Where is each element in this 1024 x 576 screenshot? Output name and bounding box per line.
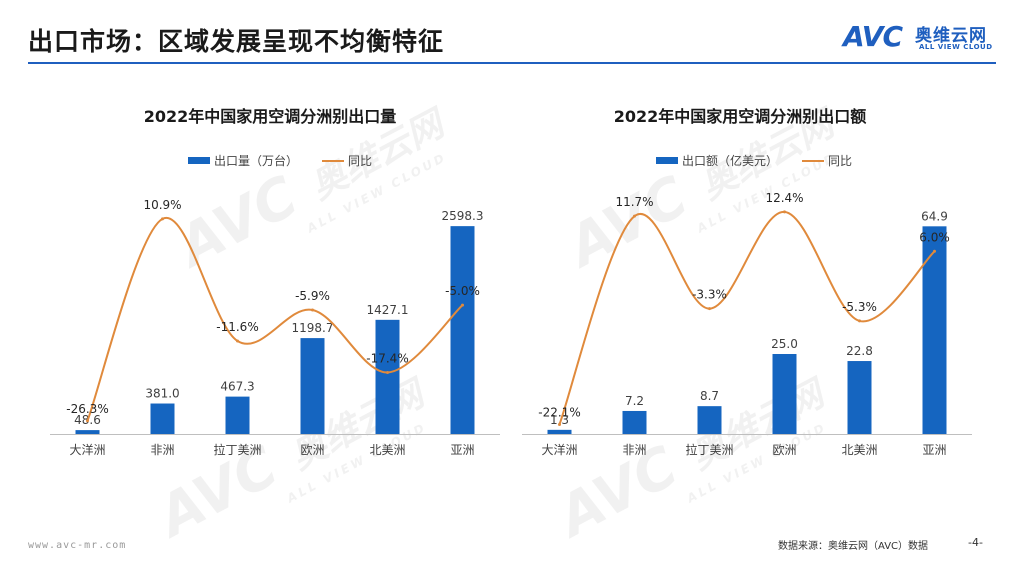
bar-label-4: 22.8 — [846, 344, 873, 358]
yoy-label-1: 10.9% — [143, 198, 181, 212]
yoy-label-1: 11.7% — [615, 195, 653, 209]
yoy-point-2 — [236, 339, 239, 343]
yoy-point-3 — [311, 308, 314, 312]
footer-url: www.avc-mr.com — [28, 540, 127, 551]
chart-2-legend: 出口额（亿美元） 同比 — [656, 152, 852, 169]
x-tick-label-2: 拉丁美洲 — [213, 442, 261, 457]
yoy-point-0 — [86, 419, 89, 423]
yoy-line — [558, 210, 936, 425]
page-title: 出口市场：区域发展呈现不均衡特征 — [28, 27, 445, 56]
logo-avc-text: AVC — [843, 20, 903, 53]
legend-line-swatch — [322, 159, 345, 162]
chart-2-plot: 1.3 大洋洲 7.2 非洲 8.7 拉丁美洲 25.0 欧洲 22.8 北美洲 64.9 亚洲 -22… — [522, 191, 972, 457]
bar-2 — [225, 396, 250, 434]
bar-5 — [922, 226, 947, 434]
chart-2-title: 2022年中国家用空调分洲别出口额 — [613, 107, 867, 126]
logo-en-text: ALL VIEW CLOUD — [919, 43, 993, 51]
yoy-label-5: -5.0% — [445, 284, 480, 298]
legend-bar-label: 出口量（万台） — [214, 154, 299, 168]
x-tick-label-5: 亚洲 — [922, 443, 946, 457]
x-tick-label-5: 亚洲 — [450, 443, 474, 457]
x-tick-label-2: 拉丁美洲 — [685, 442, 733, 457]
avc-logo: AVC 奥维云网 ALL VIEW CLOUD — [843, 20, 1003, 54]
yoy-point-3 — [783, 210, 786, 214]
x-tick-label-4: 北美洲 — [841, 443, 877, 457]
bar-label-1: 381.0 — [145, 387, 179, 401]
bar-label-2: 8.7 — [700, 389, 719, 403]
x-tick-label-1: 非洲 — [150, 443, 174, 457]
bar-label-2: 467.3 — [220, 380, 254, 394]
yoy-label-4: -17.4% — [366, 351, 408, 365]
bar-label-1: 7.2 — [625, 394, 644, 408]
legend-line-label: 同比 — [348, 154, 373, 168]
x-tick-label-1: 非洲 — [622, 443, 646, 457]
bar-3 — [300, 338, 325, 434]
x-tick-label-4: 北美洲 — [369, 443, 405, 457]
bar-4 — [847, 361, 872, 434]
bar-5 — [450, 226, 475, 434]
bar-2 — [697, 406, 722, 434]
bar-label-3: 25.0 — [771, 337, 798, 351]
title-divider — [28, 62, 996, 64]
yoy-point-1 — [633, 214, 636, 218]
legend-bar-swatch — [188, 157, 210, 164]
yoy-label-5: 6.0% — [919, 230, 950, 244]
yoy-point-5 — [461, 303, 464, 307]
yoy-label-0: -22.1% — [538, 405, 580, 419]
bar-0 — [75, 430, 100, 434]
legend-line-swatch — [802, 159, 825, 162]
x-tick-label-3: 欧洲 — [772, 443, 796, 457]
logo-cn-text: 奥维云网 — [915, 26, 987, 46]
yoy-label-2: -3.3% — [692, 288, 727, 302]
yoy-label-2: -11.6% — [216, 320, 258, 334]
bar-label-3: 1198.7 — [292, 321, 334, 335]
yoy-point-1 — [161, 217, 164, 221]
bar-label-5: 64.9 — [921, 209, 948, 223]
yoy-point-4 — [858, 319, 861, 323]
bar-label-0: 1.3 — [550, 413, 569, 427]
yoy-label-3: 12.4% — [765, 191, 803, 205]
bar-4 — [375, 319, 400, 434]
chart-1-legend: 出口量（万台） 同比 — [188, 152, 372, 169]
bar-label-4: 1427.1 — [367, 303, 409, 317]
bar-1 — [150, 403, 175, 434]
chart-1-plot: 48.6大洋洲381.0非洲467.3拉丁美洲1198.7欧洲1427.1北美洲… — [50, 198, 500, 457]
yoy-point-5 — [933, 249, 936, 253]
yoy-line — [86, 216, 464, 422]
legend-bar-label: 出口额（亿美元） — [682, 154, 779, 168]
data-source-note: 数据来源：奥维云网（AVC）数据 — [778, 541, 929, 552]
yoy-point-4 — [386, 370, 389, 374]
yoy-point-0 — [558, 422, 561, 426]
bar-1 — [622, 410, 647, 434]
yoy-point-2 — [708, 307, 711, 311]
yoy-label-3: -5.9% — [295, 289, 330, 303]
x-tick-label-3: 欧洲 — [300, 443, 324, 457]
legend-line-label: 同比 — [828, 154, 853, 168]
x-tick-label-0: 大洋洲 — [541, 442, 577, 457]
yoy-label-0: -26.3% — [66, 402, 108, 416]
chart-1-title: 2022年中国家用空调分洲别出口量 — [143, 107, 397, 126]
page-number: -4- — [968, 536, 983, 549]
legend-bar-swatch — [656, 157, 678, 164]
yoy-label-4: -5.3% — [842, 300, 877, 314]
x-tick-label-0: 大洋洲 — [69, 442, 105, 457]
bar-label-5: 2598.3 — [442, 209, 484, 223]
bar-3 — [772, 354, 797, 434]
bar-0 — [547, 429, 572, 434]
